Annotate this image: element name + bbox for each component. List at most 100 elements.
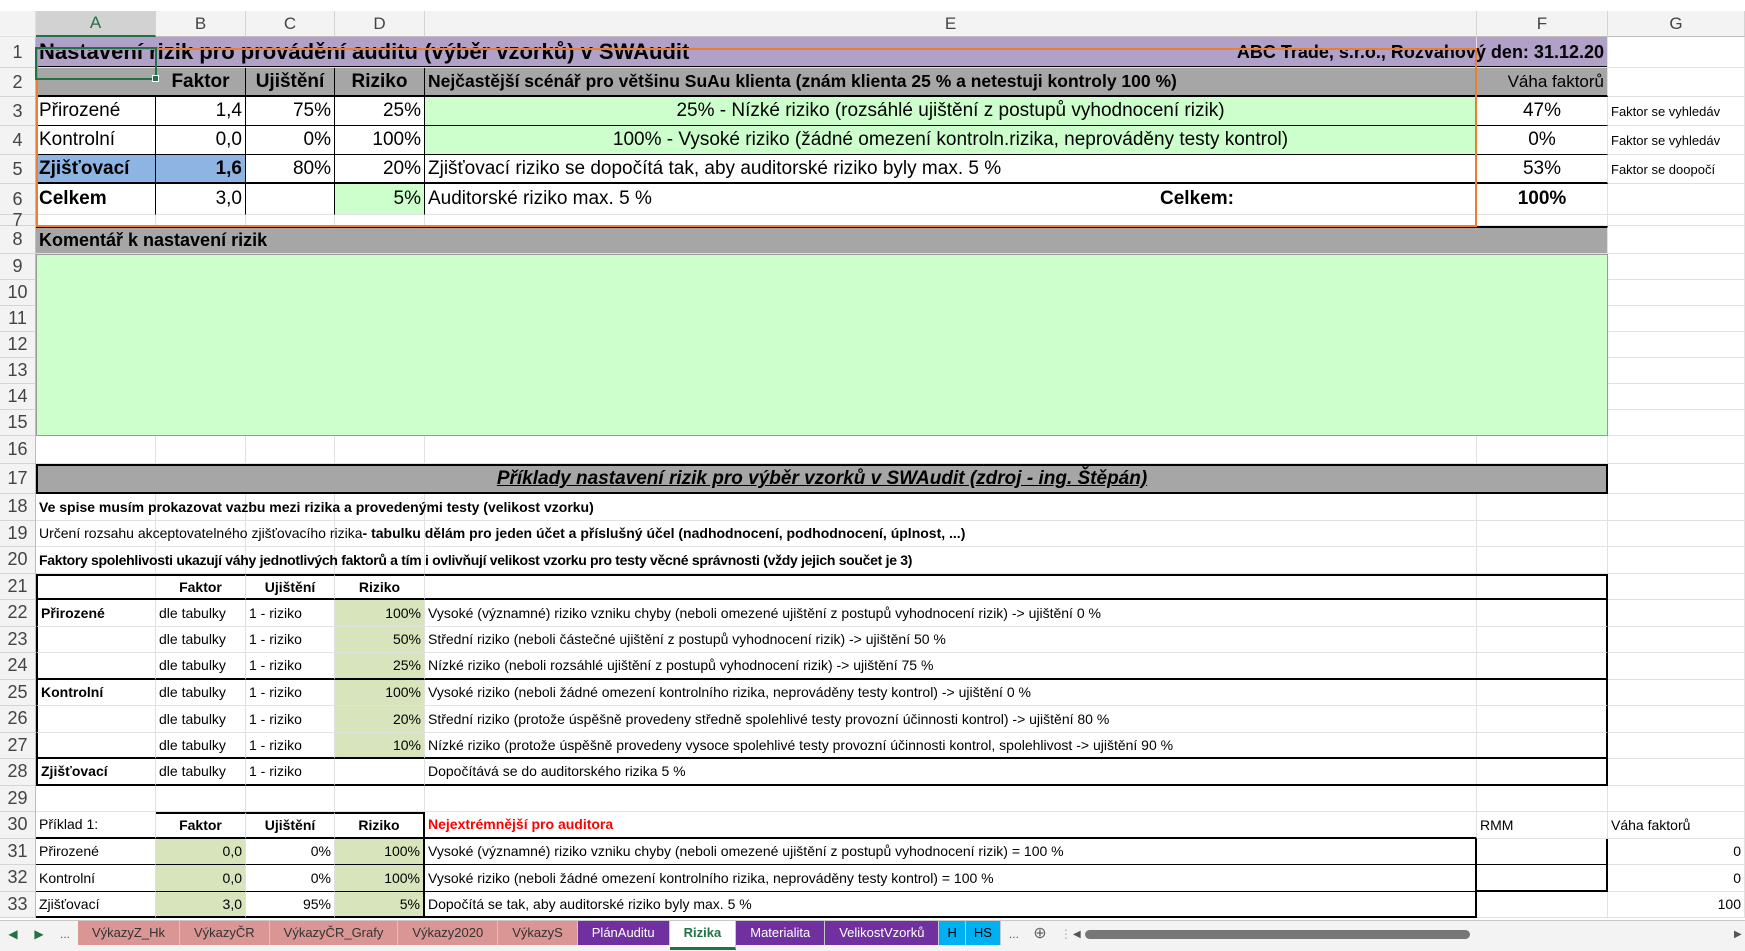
risk-description[interactable]: 25% - Nízké riziko (rozsáhlé ujištění z …: [425, 97, 1477, 126]
example-ujisteni[interactable]: 1 - riziko: [246, 600, 335, 627]
cell[interactable]: [156, 732, 246, 759]
row-header-20[interactable]: 20: [0, 547, 36, 574]
cell[interactable]: [1608, 68, 1745, 97]
risk-riziko[interactable]: 25%: [335, 97, 425, 126]
row-header-33[interactable]: 33: [0, 891, 36, 918]
example1-riziko[interactable]: 100%: [335, 838, 425, 865]
row-header-32[interactable]: 32: [0, 865, 36, 892]
risk-riziko[interactable]: 100%: [335, 126, 425, 155]
example1-ujisteni[interactable]: 95%: [246, 891, 335, 918]
example1-vaha[interactable]: 0: [1608, 838, 1745, 865]
risk-faktor[interactable]: 1,4: [156, 97, 246, 126]
example-description[interactable]: Vysoké riziko (neboli žádné omezení kont…: [425, 679, 1608, 706]
total-vaha[interactable]: 100%: [1477, 184, 1608, 215]
cell[interactable]: [1477, 436, 1608, 464]
cell[interactable]: [246, 547, 335, 574]
column-header-G[interactable]: G: [1608, 11, 1745, 37]
cell[interactable]: [156, 436, 246, 464]
cell[interactable]: [36, 436, 156, 464]
example1-name[interactable]: Přirozené: [36, 838, 156, 865]
example-riziko[interactable]: 100%: [335, 600, 425, 627]
cell[interactable]: [1608, 706, 1745, 733]
row-header-1[interactable]: 1: [0, 37, 36, 68]
cell[interactable]: [1608, 332, 1745, 358]
example1-riziko[interactable]: 5%: [335, 891, 425, 918]
cell[interactable]: [36, 679, 156, 706]
example-ujisteni[interactable]: 1 - riziko: [246, 653, 335, 680]
cell[interactable]: [1608, 547, 1745, 574]
cell[interactable]: [335, 436, 425, 464]
cell[interactable]: [1477, 812, 1608, 839]
cell[interactable]: [335, 547, 425, 574]
cell[interactable]: [246, 573, 335, 600]
sheet-tab-výkazyčr[interactable]: VýkazyČR: [179, 921, 270, 945]
row-header-29[interactable]: 29: [0, 785, 36, 812]
sheet-tab-velikostvzorků[interactable]: VelikostVzorků: [825, 921, 940, 945]
column-header-B[interactable]: B: [156, 11, 246, 37]
example-ujisteni[interactable]: 1 - riziko: [246, 732, 335, 759]
column-header-F[interactable]: F: [1477, 11, 1608, 37]
row-header-31[interactable]: 31: [0, 838, 36, 865]
example-riziko[interactable]: 20%: [335, 706, 425, 733]
row-header-21[interactable]: 21: [0, 573, 36, 600]
cell[interactable]: [1608, 732, 1745, 759]
cell[interactable]: [36, 865, 156, 892]
example1-name[interactable]: Zjišťovací: [36, 891, 156, 918]
cell[interactable]: [1608, 759, 1745, 786]
risk-faktor[interactable]: 1,6: [156, 155, 246, 184]
column-header-C[interactable]: C: [246, 11, 335, 37]
cell[interactable]: [1608, 653, 1745, 680]
row-header-10[interactable]: 10: [0, 280, 36, 306]
example-ujisteni[interactable]: 1 - riziko: [246, 759, 335, 786]
row-header-30[interactable]: 30: [0, 812, 36, 839]
scroll-tabs-left-icon[interactable]: ◀: [8, 927, 18, 941]
example-faktor[interactable]: dle tabulky: [156, 679, 246, 706]
example-description[interactable]: Dopočítává se do auditorského rizika 5 %: [425, 759, 1608, 786]
cell[interactable]: [246, 215, 335, 226]
sheet-tab-materialita[interactable]: Materialita: [736, 921, 826, 945]
row-header-25[interactable]: 25: [0, 679, 36, 706]
cell[interactable]: [335, 573, 425, 600]
example-category[interactable]: [36, 626, 156, 653]
more-tabs-button[interactable]: ...: [59, 927, 70, 941]
cell[interactable]: [1477, 215, 1608, 226]
cell[interactable]: [156, 706, 246, 733]
example-category[interactable]: Přirozené: [36, 600, 156, 627]
cell[interactable]: [1608, 520, 1745, 547]
cell[interactable]: [425, 679, 1477, 706]
risk-name[interactable]: Kontrolní: [36, 126, 156, 155]
sheet-tab-rizika[interactable]: Rizika: [669, 921, 737, 950]
cell[interactable]: [1608, 358, 1745, 384]
row-header-19[interactable]: 19: [0, 520, 36, 547]
row-header-12[interactable]: 12: [0, 332, 36, 358]
cell[interactable]: [156, 785, 246, 812]
cell[interactable]: [246, 785, 335, 812]
cell[interactable]: [1608, 494, 1745, 521]
total-name[interactable]: Celkem: [36, 184, 156, 215]
comment-area[interactable]: [36, 254, 1608, 436]
cell[interactable]: [36, 573, 156, 600]
cell[interactable]: [1608, 254, 1745, 280]
example-description[interactable]: Nízké riziko (protože úspěšně provedeny …: [425, 732, 1608, 759]
cell[interactable]: [1608, 891, 1745, 918]
example-category[interactable]: [36, 732, 156, 759]
example-faktor[interactable]: dle tabulky: [156, 626, 246, 653]
example-riziko[interactable]: 100%: [335, 679, 425, 706]
sheet-tab-výkazys[interactable]: VýkazyS: [498, 921, 578, 945]
cell[interactable]: [246, 494, 335, 521]
cell[interactable]: [425, 573, 1477, 600]
example-faktor[interactable]: dle tabulky: [156, 653, 246, 680]
total-faktor[interactable]: 3,0: [156, 184, 246, 215]
row-header-18[interactable]: 18: [0, 494, 36, 521]
cell[interactable]: [1608, 184, 1745, 215]
risk-vaha[interactable]: 47%: [1477, 97, 1608, 126]
cell[interactable]: [156, 215, 246, 226]
example-category[interactable]: Zjišťovací: [36, 759, 156, 786]
cell[interactable]: [36, 706, 156, 733]
example-riziko[interactable]: 25%: [335, 653, 425, 680]
cell[interactable]: [1608, 464, 1745, 494]
cell[interactable]: [246, 436, 335, 464]
example1-rmm[interactable]: [1477, 865, 1608, 892]
cell[interactable]: [36, 215, 156, 226]
cell[interactable]: [246, 679, 335, 706]
